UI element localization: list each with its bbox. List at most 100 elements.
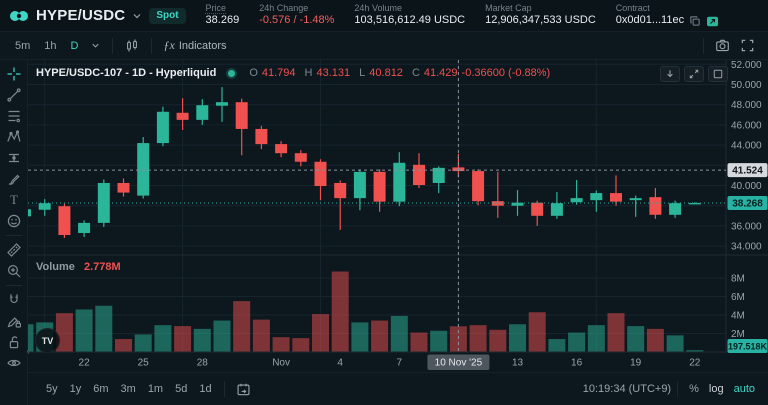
range-6m[interactable]: 6m <box>93 383 109 395</box>
stat-marketcap: Market Cap 12,906,347,533 USDC <box>485 3 596 28</box>
clock-timezone[interactable]: 10:19:34 (UTC+9) <box>582 383 672 395</box>
stat-marketcap-value: 12,906,347,533 USDC <box>485 14 596 27</box>
timeframe-1h[interactable]: 1h <box>44 39 57 52</box>
high-label: H <box>304 67 313 79</box>
pane-move-down-button[interactable] <box>660 66 680 82</box>
xabcd-pattern-icon[interactable] <box>3 127 25 147</box>
chart-toolbar: 5m 1h D ƒx Indicators <box>0 32 768 60</box>
text-tool-icon[interactable]: T <box>3 190 25 210</box>
go-to-date-calendar-icon[interactable] <box>231 379 256 400</box>
auto-scale-toggle[interactable]: auto <box>733 383 755 395</box>
svg-text:52.000: 52.000 <box>731 60 762 71</box>
svg-text:38.268: 38.268 <box>732 199 763 210</box>
chart-main: T ‹ 52.000 50.000 48.000 46.000 44.000 40.000 3… <box>0 60 768 405</box>
svg-text:34.000: 34.000 <box>731 242 762 253</box>
stat-volume-label: 24h Volume <box>354 3 402 13</box>
divider <box>703 37 704 54</box>
svg-text:36.000: 36.000 <box>731 221 762 232</box>
chevron-down-icon <box>131 10 143 22</box>
low-label: L <box>359 67 366 79</box>
svg-text:2M: 2M <box>731 329 745 340</box>
toolbar-collapse-handle[interactable]: ‹ <box>26 346 30 357</box>
pair-selector[interactable]: HYPE/USDC <box>8 7 143 24</box>
timeframe-1d[interactable]: D <box>70 39 79 52</box>
ruler-icon[interactable] <box>3 240 25 260</box>
pane-buttons <box>660 66 728 82</box>
range-1d[interactable]: 1d <box>199 383 212 395</box>
range-5d[interactable]: 5d <box>175 383 188 395</box>
crosshair-icon[interactable] <box>3 64 25 84</box>
range-5y[interactable]: 5y <box>46 383 58 395</box>
stat-contract-value: 0x0d01...11ec <box>615 14 685 27</box>
explorer-link-icon[interactable] <box>706 16 719 27</box>
volume-value: 2.778M <box>83 261 121 273</box>
divider <box>112 37 114 54</box>
stat-marketcap-label: Market Cap <box>485 3 532 13</box>
trend-line-icon[interactable] <box>3 85 25 105</box>
svg-text:25: 25 <box>138 358 150 369</box>
svg-text:28: 28 <box>197 358 209 369</box>
svg-text:46.000: 46.000 <box>731 120 762 131</box>
close-value: 41.429 <box>423 67 458 79</box>
fib-retracement-icon[interactable] <box>3 106 25 126</box>
volume-legend: Volume 2.778M <box>36 261 121 273</box>
hyperliquid-logo-icon <box>8 8 30 24</box>
open-label: O <box>249 67 258 79</box>
fullscreen-icon[interactable] <box>735 35 760 56</box>
stat-price-value: 38.269 <box>205 14 240 27</box>
percent-scale-toggle[interactable]: % <box>689 383 699 395</box>
divider <box>5 235 22 236</box>
legend-title: HYPE/USDC-107 - 1D - Hyperliquid <box>36 67 217 79</box>
range-3m[interactable]: 3m <box>120 383 136 395</box>
high-value: 43.131 <box>316 67 351 79</box>
draw-lock-icon[interactable] <box>3 311 25 331</box>
tradingview-logo[interactable]: TV <box>35 328 60 353</box>
svg-text:4M: 4M <box>731 311 745 322</box>
svg-text:48.000: 48.000 <box>731 100 762 111</box>
long-position-icon[interactable] <box>3 148 25 168</box>
range-1m[interactable]: 1m <box>147 383 164 395</box>
stat-change: 24h Change -0.576 / -1.48% <box>259 3 334 28</box>
stat-price-label: Price <box>205 3 227 13</box>
indicators-button[interactable]: ƒx Indicators <box>158 35 231 56</box>
range-1y[interactable]: 1y <box>69 383 82 395</box>
svg-text:6M: 6M <box>731 292 745 303</box>
pane-collapse-button[interactable] <box>684 66 704 82</box>
chart-legend: HYPE/USDC-107 - 1D - Hyperliquid O 41.79… <box>36 67 550 79</box>
zoom-in-icon[interactable] <box>3 261 25 281</box>
volume-label: Volume <box>36 261 75 273</box>
timeframe-5m[interactable]: 5m <box>15 39 31 52</box>
app-header: HYPE/USDC Spot Price 38.269 24h Change -… <box>0 0 768 32</box>
price-chart-canvas[interactable]: 52.000 50.000 48.000 46.000 44.000 40.000 36.0… <box>28 60 768 372</box>
divider <box>677 381 679 397</box>
timeframe-menu-chevron-icon[interactable] <box>85 37 106 54</box>
lock-all-icon[interactable] <box>3 332 25 352</box>
emoji-icon[interactable] <box>3 211 25 231</box>
log-scale-toggle[interactable]: log <box>708 383 724 395</box>
indicators-label: Indicators <box>178 39 227 52</box>
svg-text:50.000: 50.000 <box>731 80 762 91</box>
chart-style-candles-icon[interactable] <box>119 35 145 57</box>
brush-icon[interactable] <box>3 169 25 189</box>
magnet-icon[interactable] <box>3 290 25 310</box>
divider <box>223 381 225 397</box>
copy-icon[interactable] <box>689 15 701 27</box>
stat-contract-label: Contract <box>615 3 650 13</box>
svg-text:4: 4 <box>337 358 343 369</box>
open-value: 41.794 <box>261 67 296 79</box>
svg-text:13: 13 <box>512 358 524 369</box>
svg-text:8M: 8M <box>731 274 745 285</box>
snapshot-camera-icon[interactable] <box>710 35 735 56</box>
svg-text:10 Nov '25: 10 Nov '25 <box>435 358 483 369</box>
stat-volume: 24h Volume 103,516,612.49 USDC <box>354 3 465 28</box>
svg-text:7: 7 <box>397 358 403 369</box>
svg-text:16: 16 <box>571 358 583 369</box>
stat-price: Price 38.269 <box>206 3 240 28</box>
eye-icon[interactable] <box>3 353 25 373</box>
market-status-dot[interactable] <box>228 69 236 77</box>
svg-text:22: 22 <box>79 358 91 369</box>
svg-text:197.518K: 197.518K <box>728 342 768 352</box>
fx-icon: ƒx <box>163 38 175 52</box>
change-value: -0.36600 (-0.88%) <box>461 67 551 79</box>
pane-maximize-button[interactable] <box>708 66 728 82</box>
